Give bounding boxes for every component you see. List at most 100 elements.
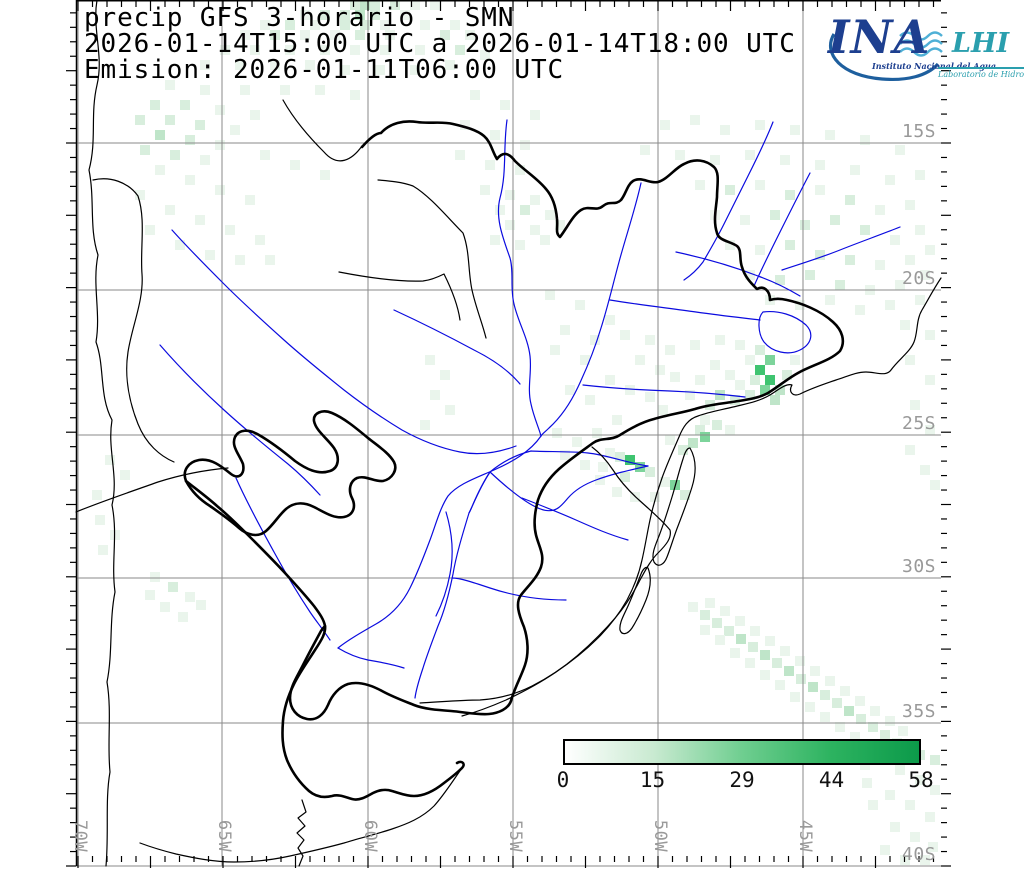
precip-cell bbox=[688, 602, 698, 612]
lat-label-40S: 40S bbox=[901, 844, 936, 865]
precip-cell bbox=[905, 800, 915, 810]
precip-cell bbox=[850, 165, 860, 175]
precip-cell bbox=[905, 355, 915, 365]
precip-cell bbox=[860, 225, 870, 235]
precip-cell bbox=[740, 215, 750, 225]
precip-cell bbox=[465, 30, 475, 40]
precip-cell bbox=[550, 345, 560, 355]
precip-cell bbox=[155, 165, 165, 175]
precip-cell bbox=[592, 428, 602, 438]
precip-cell bbox=[920, 855, 930, 865]
precip-cell bbox=[650, 492, 660, 502]
precip-cell bbox=[430, 0, 440, 10]
precip-cell bbox=[925, 330, 935, 340]
precip-cell bbox=[770, 210, 780, 220]
precip-cell bbox=[620, 472, 630, 482]
precip-cell bbox=[245, 195, 255, 205]
precip-cell bbox=[415, 45, 425, 55]
precip-cell bbox=[240, 85, 250, 95]
precip-cell bbox=[920, 270, 930, 280]
precip-cell bbox=[845, 195, 855, 205]
precip-cell bbox=[515, 165, 525, 175]
basin-boundary-south bbox=[184, 479, 465, 801]
precip-cell bbox=[180, 100, 190, 110]
precip-cell bbox=[370, 10, 380, 20]
paraguay-river bbox=[497, 119, 542, 437]
precip-cell bbox=[505, 190, 515, 200]
delta-channels bbox=[337, 647, 405, 669]
precip-cell bbox=[445, 60, 455, 70]
precip-cell bbox=[724, 626, 734, 636]
precip-cell bbox=[760, 385, 770, 395]
precip-cell bbox=[145, 590, 155, 600]
lon-label-60W: 60W bbox=[360, 819, 380, 853]
precip-cell bbox=[832, 698, 842, 708]
precip-cell bbox=[815, 185, 825, 195]
precip-cell bbox=[255, 235, 265, 245]
precip-cell bbox=[360, 20, 370, 30]
misiones-border bbox=[338, 271, 461, 321]
colorbar-tick-label: 58 bbox=[908, 768, 934, 792]
precip-cell bbox=[915, 295, 925, 305]
precip-cell bbox=[930, 785, 940, 795]
precip-cell bbox=[590, 335, 600, 345]
precip-cell bbox=[92, 490, 102, 500]
precip-cell bbox=[440, 370, 450, 380]
precip-cell bbox=[915, 170, 925, 180]
precip-cell bbox=[770, 395, 780, 405]
precip-cell bbox=[755, 345, 765, 355]
precip-cell bbox=[530, 225, 540, 235]
precip-cell bbox=[860, 135, 870, 145]
precip-cell bbox=[905, 445, 915, 455]
precip-cell bbox=[375, 65, 385, 75]
paranapanema-river bbox=[609, 299, 761, 321]
precip-cell bbox=[205, 250, 215, 260]
precip-cell bbox=[178, 612, 188, 622]
precip-cell bbox=[875, 260, 885, 270]
lagoa-dos-patos bbox=[652, 447, 696, 566]
precip-cell bbox=[920, 465, 930, 475]
precip-cell bbox=[712, 420, 722, 430]
precip-cell bbox=[98, 545, 108, 555]
precip-cell bbox=[930, 755, 940, 765]
precip-cell bbox=[885, 175, 895, 185]
precip-cell bbox=[305, 60, 315, 70]
parana-river-upper bbox=[540, 182, 642, 437]
precip-cell bbox=[515, 240, 525, 250]
precip-cell bbox=[175, 240, 185, 250]
precip-cell bbox=[445, 405, 455, 415]
precip-cell bbox=[856, 714, 866, 724]
precip-cell bbox=[905, 200, 915, 210]
andes-border-line bbox=[88, 0, 116, 867]
precip-cell bbox=[240, 30, 250, 40]
precip-cell bbox=[655, 365, 665, 375]
colorbar-tick-label: 15 bbox=[639, 768, 666, 792]
precip-cell bbox=[235, 60, 245, 70]
precip-cell bbox=[725, 425, 735, 435]
precip-cell bbox=[695, 375, 705, 385]
precip-cell bbox=[790, 692, 800, 702]
dulce-river bbox=[159, 344, 321, 496]
precip-cell bbox=[612, 415, 622, 425]
precip-cell bbox=[720, 606, 730, 616]
precip-cell bbox=[885, 716, 895, 726]
precip-cell bbox=[925, 425, 935, 435]
precip-cell bbox=[495, 205, 505, 215]
precip-cell bbox=[835, 722, 845, 732]
precip-cell bbox=[160, 602, 170, 612]
precip-cell bbox=[645, 467, 655, 477]
precip-cell bbox=[635, 355, 645, 365]
grande-river bbox=[683, 121, 774, 281]
precip-cell bbox=[685, 390, 695, 400]
map-emission-time: Emision: 2026-01-11T06:00 UTC bbox=[84, 55, 565, 85]
precip-cell bbox=[915, 775, 925, 785]
precip-cell bbox=[320, 170, 330, 180]
precip-cell bbox=[695, 180, 705, 190]
precip-cell bbox=[880, 730, 890, 740]
precip-cell bbox=[660, 477, 670, 487]
precip-cell bbox=[270, 60, 280, 70]
precip-cell bbox=[915, 225, 925, 235]
precip-cell bbox=[690, 340, 700, 350]
precip-cell bbox=[560, 325, 570, 335]
precip-cell bbox=[745, 270, 755, 280]
